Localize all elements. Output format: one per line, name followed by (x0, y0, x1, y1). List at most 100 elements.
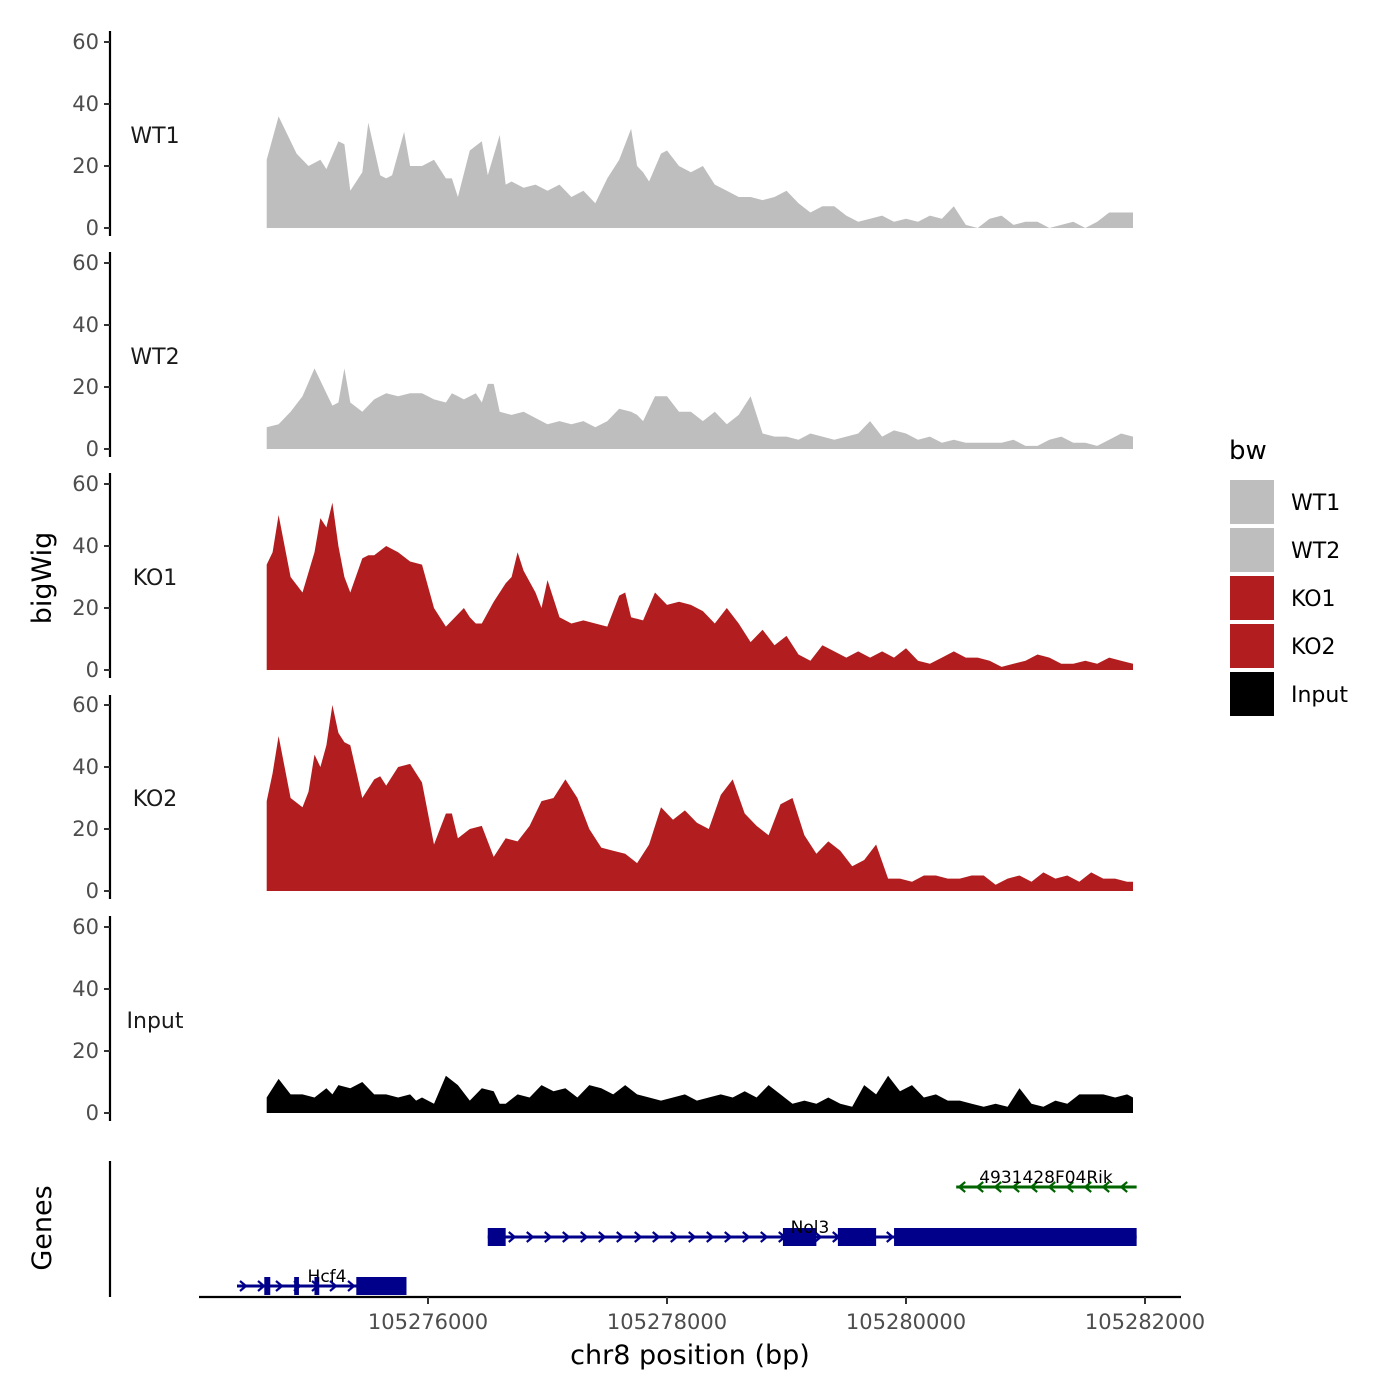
legend-label: WT2 (1291, 539, 1340, 564)
strand-arrow (1119, 1181, 1128, 1193)
exon (894, 1228, 1137, 1246)
gene-models: Hcf4 Nol3 4931428F04Rik (237, 1168, 1137, 1295)
strand-arrow (239, 1280, 248, 1292)
legend-key (1230, 576, 1274, 620)
y-tick-label: 60 (72, 251, 99, 275)
strand-arrow (329, 1280, 338, 1292)
strand-arrow (688, 1231, 697, 1243)
y-axis-title: bigWig (27, 532, 58, 625)
strand-arrow (1047, 1181, 1056, 1193)
exon (264, 1277, 271, 1295)
coverage-area-wt2 (266, 368, 1133, 449)
coverage-area-ko1 (266, 502, 1133, 670)
exon (356, 1277, 407, 1295)
legend-entry-ko2: KO2 (1230, 624, 1336, 668)
y-tick-label: 60 (72, 915, 99, 939)
strand-arrow (993, 1181, 1002, 1193)
strand-arrow (1011, 1181, 1020, 1193)
x-tick-label: 105280000 (846, 1310, 966, 1334)
legend-label: KO2 (1291, 635, 1336, 660)
strand-arrow (886, 1231, 895, 1243)
track-ko1: 0 20 40 60 KO1 (72, 472, 1133, 682)
coverage-area-ko2 (266, 705, 1133, 891)
exon (837, 1228, 877, 1246)
track-label: KO1 (133, 566, 178, 591)
gene-hcf4: Hcf4 (237, 1267, 407, 1295)
legend-entry-wt2: WT2 (1230, 528, 1340, 572)
y-tick-label: 20 (72, 596, 99, 620)
y-tick-label: 60 (72, 472, 99, 496)
genes-axis-title: Genes (27, 1185, 58, 1270)
coverage-area-input (266, 1075, 1133, 1113)
y-tick-label: 20 (72, 375, 99, 399)
legend-label: Input (1291, 683, 1348, 708)
track-wt2: 0 20 40 60 WT2 (72, 251, 1133, 461)
y-tick-label: 0 (86, 658, 99, 682)
y-tick-label: 0 (86, 437, 99, 461)
legend-key (1230, 480, 1274, 524)
strand-arrow (544, 1231, 553, 1243)
x-tick-label: 105282000 (1085, 1310, 1205, 1334)
exon (487, 1228, 506, 1246)
legend-entry-input: Input (1230, 672, 1348, 716)
track-label: WT2 (130, 345, 179, 370)
exon (294, 1277, 299, 1295)
legend-key (1230, 624, 1274, 668)
strand-arrow (670, 1231, 679, 1243)
y-tick-label: 40 (72, 755, 99, 779)
legend-entry-wt1: WT1 (1230, 480, 1340, 524)
track-ko2: 0 20 40 60 KO2 (72, 693, 1133, 903)
strand-arrow (742, 1231, 751, 1243)
legend-entry-ko1: KO1 (1230, 576, 1336, 620)
track-wt1: 0 20 40 60 WT1 (72, 30, 1133, 240)
track-label: Input (127, 1009, 184, 1034)
strand-arrow (1101, 1181, 1110, 1193)
legend-key (1230, 528, 1274, 572)
exon (314, 1277, 320, 1295)
coverage-area-wt1 (266, 116, 1133, 228)
x-tick-label: 105278000 (607, 1310, 727, 1334)
gene-nol3: Nol3 (487, 1218, 1137, 1246)
strand-arrow (257, 1280, 266, 1292)
strand-arrow (526, 1231, 535, 1243)
strand-arrow (975, 1181, 984, 1193)
strand-arrow (760, 1231, 769, 1243)
gene-label: 4931428F04Rik (979, 1168, 1113, 1188)
strand-arrow (1029, 1181, 1038, 1193)
legend-title: bw (1229, 436, 1267, 466)
gene-label: Hcf4 (308, 1267, 347, 1287)
x-tick-label: 105276000 (368, 1310, 488, 1334)
strand-arrow (957, 1181, 966, 1193)
y-tick-label: 20 (72, 1039, 99, 1063)
y-tick-label: 20 (72, 817, 99, 841)
strand-arrow (508, 1231, 517, 1243)
gene-4931428f04rik: 4931428F04Rik (956, 1168, 1137, 1193)
y-tick-label: 60 (72, 693, 99, 717)
track-label: WT1 (130, 124, 179, 149)
exon (782, 1228, 817, 1246)
track-input: 0 20 40 60 Input (72, 915, 1133, 1125)
strand-arrow (580, 1231, 589, 1243)
track-label: KO2 (133, 787, 178, 812)
y-tick-label: 20 (72, 154, 99, 178)
legend-label: KO1 (1291, 587, 1336, 612)
y-tick-label: 40 (72, 977, 99, 1001)
strand-arrow (634, 1231, 643, 1243)
strand-arrow (598, 1231, 607, 1243)
track-panels: 0 20 40 60 WT1 0 20 40 60 WT2 0 20 40 60 KO1 0 20 40 60 KO2… (72, 30, 1133, 1125)
legend-key (1230, 672, 1274, 716)
y-tick-label: 0 (86, 216, 99, 240)
strand-arrow (706, 1231, 715, 1243)
strand-arrow (814, 1231, 823, 1243)
strand-arrow (1083, 1181, 1092, 1193)
x-axis-title: chr8 position (bp) (570, 1340, 810, 1371)
legend-label: WT1 (1291, 491, 1340, 516)
strand-arrow (275, 1280, 284, 1292)
y-tick-label: 0 (86, 879, 99, 903)
legend: bw WT1 WT2 KO1 KO2 Input (1229, 436, 1348, 716)
strand-arrow (652, 1231, 661, 1243)
gene-track-panel: Hcf4 Nol3 4931428F04Rik (108, 1161, 1137, 1297)
strand-arrow (1065, 1181, 1074, 1193)
y-tick-label: 40 (72, 313, 99, 337)
